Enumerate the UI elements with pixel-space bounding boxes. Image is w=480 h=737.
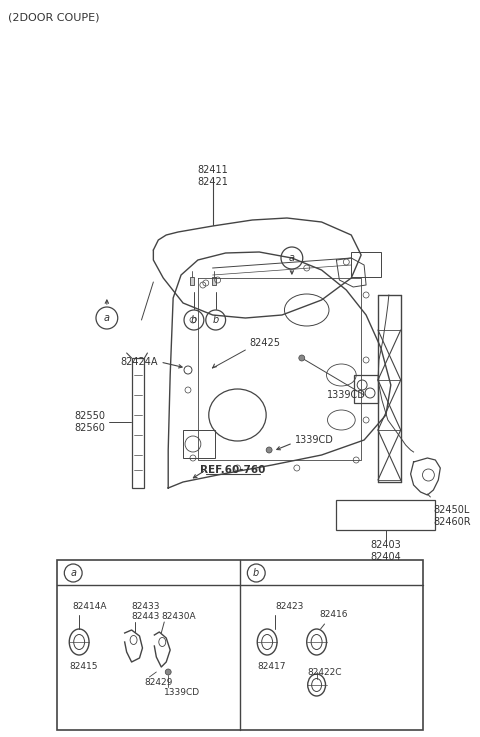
Circle shape (299, 355, 305, 361)
Text: 1339CD: 1339CD (327, 390, 366, 400)
Text: 82422C: 82422C (308, 668, 342, 677)
Text: 82423: 82423 (275, 602, 303, 611)
Text: REF.60-760: REF.60-760 (200, 465, 265, 475)
Text: 82414A: 82414A (72, 602, 107, 611)
Bar (183, 430, 215, 458)
Text: 82450L
82460R: 82450L 82460R (433, 505, 471, 527)
Text: 82425: 82425 (249, 338, 280, 348)
Circle shape (165, 669, 171, 675)
Text: 82424A: 82424A (121, 357, 158, 367)
Text: 82443: 82443 (132, 612, 160, 621)
Text: (2DOOR COUPE): (2DOOR COUPE) (8, 12, 99, 22)
Text: 82429: 82429 (144, 678, 173, 687)
Bar (190, 277, 194, 285)
Text: a: a (70, 568, 76, 578)
Text: 82430A: 82430A (161, 612, 196, 621)
Bar (212, 277, 216, 285)
Text: 82550
82560: 82550 82560 (74, 411, 105, 433)
Text: 1339CD: 1339CD (295, 435, 334, 445)
Bar (351, 252, 381, 277)
Bar (354, 375, 378, 403)
Text: a: a (289, 253, 295, 263)
Text: 1339CD: 1339CD (164, 688, 200, 697)
Text: 82411
82421: 82411 82421 (197, 165, 228, 186)
Bar (58, 560, 423, 730)
Text: 82417: 82417 (257, 662, 286, 671)
Bar (336, 500, 435, 530)
Text: 82416: 82416 (320, 610, 348, 619)
Text: b: b (213, 315, 219, 325)
Text: a: a (104, 313, 110, 323)
Circle shape (266, 447, 272, 453)
Text: b: b (191, 315, 197, 325)
Text: 82433: 82433 (132, 602, 160, 611)
Text: 82403
82404: 82403 82404 (371, 540, 401, 562)
Text: 82415: 82415 (69, 662, 98, 671)
Bar (132, 358, 144, 488)
Text: b: b (253, 568, 259, 578)
